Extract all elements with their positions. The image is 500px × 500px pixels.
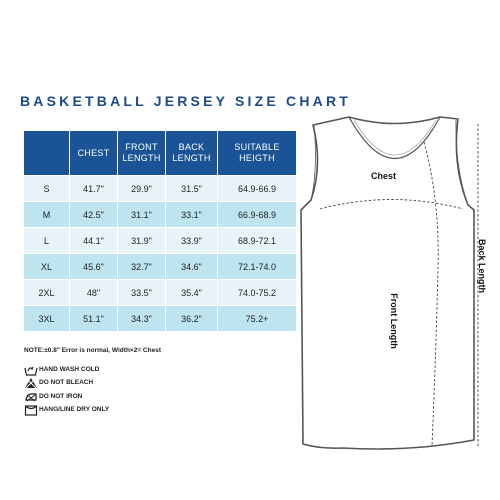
header-corner: [23, 130, 70, 176]
no-iron-icon: [25, 393, 37, 402]
back-length-cell: 36.2": [165, 305, 218, 332]
table-row: 2XL 48" 33.5" 35.4" 74.0-75.2: [23, 279, 297, 306]
height-cell: 75.2+: [217, 305, 297, 332]
header-suitable-height: SUITABLE HEIGTH: [217, 130, 297, 176]
front-length-cell: 31.1": [117, 201, 166, 228]
chest-cell: 41.7": [69, 175, 118, 202]
chest-label: Chest: [371, 171, 397, 181]
table-row: M 42.5" 31.1" 33.1" 66.9-68.9: [23, 201, 297, 228]
jersey-armhole-right: [455, 119, 469, 206]
chest-cell: 45.6": [69, 253, 118, 280]
table-row: S 41.7" 29.9" 31.5" 64.9-66.9: [23, 175, 297, 202]
size-cell: XL: [23, 253, 70, 280]
table-row: 3XL 51.1" 34.3" 36.2" 75.2+: [23, 305, 297, 332]
front-length-cell: 29.9": [117, 175, 166, 202]
chart-title: BASKETBALL JERSEY SIZE CHART: [20, 93, 352, 109]
back-length-label: Back Length: [477, 238, 488, 294]
front-length-cell: 32.7": [117, 253, 166, 280]
care-item-hand-wash: HAND WASH COLD: [24, 364, 224, 376]
measurement-note: NOTE:±0.8" Error is normal, Width×2= Che…: [24, 347, 161, 354]
care-item-no-iron: DO NOT IRON: [24, 391, 224, 403]
care-label: DO NOT BLEACH: [39, 379, 94, 386]
front-length-cell: 31.9": [117, 227, 166, 254]
size-table: CHEST FRONT LENGTH BACK LENGTH SUITABLE HEI…: [23, 130, 297, 332]
front-length-cell: 34.3": [117, 305, 166, 332]
jersey-neck-trim: [353, 119, 437, 156]
height-cell: 68.9-72.1: [217, 227, 297, 254]
back-length-cell: 31.5": [165, 175, 218, 202]
chest-measure-line: [319, 199, 464, 210]
size-cell: L: [23, 227, 70, 254]
height-cell: 66.9-68.9: [217, 201, 297, 228]
height-cell: 72.1-74.0: [217, 253, 297, 280]
header-chest: CHEST: [69, 130, 118, 176]
jersey-outline: [300, 116, 475, 450]
chest-cell: 44.1": [69, 227, 118, 254]
care-label: HAND WASH COLD: [39, 366, 100, 373]
front-length-cell: 33.5": [117, 279, 166, 306]
size-cell: 2XL: [23, 279, 70, 306]
front-length-label: Front Length: [388, 293, 399, 349]
back-length-cell: 33.9": [165, 227, 218, 254]
height-cell: 64.9-66.9: [217, 175, 297, 202]
table-header-row: CHEST FRONT LENGTH BACK LENGTH SUITABLE HEI…: [23, 130, 297, 176]
size-cell: 3XL: [23, 305, 70, 332]
table-row: XL 45.6" 32.7" 34.6" 72.1-74.0: [23, 253, 297, 280]
table-row: L 44.1" 31.9" 33.9" 68.9-72.1: [23, 227, 297, 254]
height-cell: 74.0-75.2: [217, 279, 297, 306]
front-length-measure-line: [423, 141, 439, 447]
header-back-length: BACK LENGTH: [165, 130, 218, 176]
chest-cell: 42.5": [69, 201, 118, 228]
size-cell: M: [23, 201, 70, 228]
care-label: DO NOT IRON: [39, 393, 83, 400]
back-length-cell: 33.1": [165, 201, 218, 228]
chest-cell: 48": [69, 279, 118, 306]
hang-dry-icon: [24, 405, 38, 416]
care-label: HANG/LINE DRY ONLY: [39, 406, 110, 413]
back-length-cell: 34.6": [165, 253, 218, 280]
size-cell: S: [23, 175, 70, 202]
jersey-neckline: [348, 116, 441, 159]
no-bleach-icon: [25, 377, 37, 389]
jersey-armhole-left: [310, 124, 316, 201]
back-length-cell: 35.4": [165, 279, 218, 306]
care-item-no-bleach: DO NOT BLEACH: [24, 377, 224, 389]
chest-cell: 51.1": [69, 305, 118, 332]
header-front-length: FRONT LENGTH: [117, 130, 166, 176]
care-item-hang-dry: HANG/LINE DRY ONLY: [24, 404, 224, 416]
jersey-diagram: [300, 116, 479, 450]
hand-wash-icon: [24, 366, 38, 376]
